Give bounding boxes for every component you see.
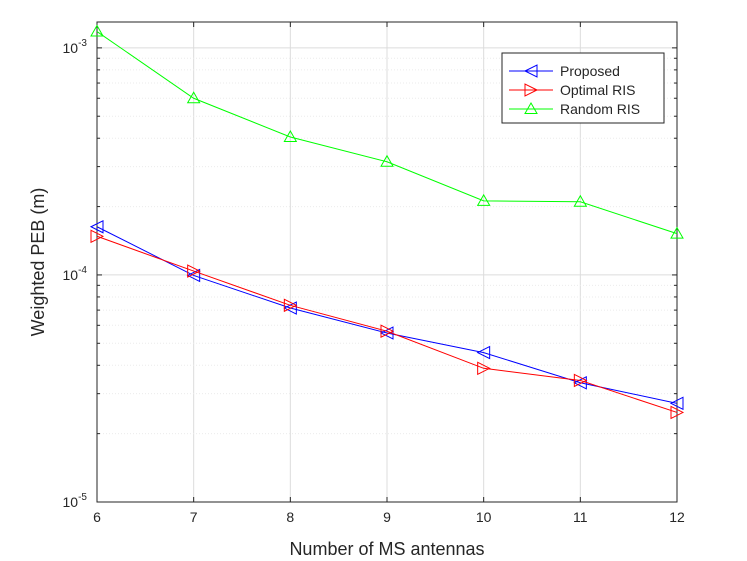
data-point-random-ris — [186, 91, 201, 104]
x-tick-label: 8 — [286, 509, 294, 525]
y-tick-exponent: -3 — [78, 38, 87, 49]
legend-label: Random RIS — [560, 101, 640, 117]
x-tick-label: 9 — [383, 509, 391, 525]
legend-box — [501, 52, 665, 124]
y-tick-label: 10-3 — [63, 38, 88, 56]
y-tick-base: 10 — [63, 494, 79, 510]
data-point-optimal-ris — [573, 373, 588, 388]
data-point-optimal-ris — [283, 298, 298, 313]
data-point-random-ris — [670, 226, 684, 239]
data-point-random-ris — [283, 129, 298, 143]
y-tick-labels: 10-510-410-3 — [63, 38, 88, 510]
series-line-optimal-ris — [96, 235, 678, 413]
data-point-proposed — [89, 219, 104, 234]
y-tick-exponent: -4 — [78, 265, 87, 276]
series-layer — [89, 24, 685, 420]
ticks — [96, 22, 678, 503]
legend-label: Proposed — [560, 63, 620, 79]
data-point-optimal-ris — [670, 405, 685, 420]
x-tick-label: 12 — [669, 509, 685, 525]
y-tick-label: 10-5 — [63, 492, 88, 510]
x-axis-label: Number of MS antennas — [289, 539, 484, 559]
legend-marker — [524, 83, 539, 97]
series-line-proposed — [96, 226, 678, 404]
data-point-random-ris — [90, 24, 104, 37]
data-point-optimal-ris — [90, 229, 105, 244]
legend-marker — [524, 101, 538, 114]
y-tick-exponent: -5 — [78, 492, 87, 503]
x-tick-labels: 6 7 8 9 10 11 12 — [93, 509, 685, 525]
legend-items: Proposed Optimal RIS Random RIS — [509, 63, 640, 117]
x-tick-label: 11 — [573, 509, 588, 525]
data-point-optimal-ris — [477, 361, 491, 376]
y-axis-label: Weighted PEB (m) — [28, 188, 48, 337]
y-tick-base: 10 — [63, 267, 79, 283]
data-point-proposed — [476, 345, 491, 360]
y-tick-label: 10-4 — [63, 265, 88, 283]
data-point-random-ris — [573, 194, 588, 207]
legend-label: Optimal RIS — [560, 82, 635, 98]
data-point-random-ris — [476, 193, 491, 206]
legend: Proposed Optimal RIS Random RIS — [501, 52, 665, 124]
y-tick-base: 10 — [63, 40, 79, 56]
data-point-optimal-ris — [380, 324, 395, 339]
series-random-ris — [90, 24, 684, 239]
legend-item-proposed: Proposed — [509, 63, 620, 79]
data-point-proposed — [669, 396, 684, 411]
series-line-random-ris — [96, 31, 678, 235]
legend-item-random-ris: Random RIS — [509, 101, 640, 117]
legend-marker — [523, 64, 538, 78]
data-point-random-ris — [380, 154, 394, 167]
x-tick-label: 10 — [476, 509, 492, 525]
x-tick-label: 7 — [190, 509, 198, 525]
legend-item-optimal-ris: Optimal RIS — [509, 82, 635, 98]
data-point-optimal-ris — [187, 264, 201, 278]
x-tick-label: 6 — [93, 509, 101, 525]
data-point-proposed — [379, 326, 394, 340]
series-optimal-ris — [90, 229, 685, 420]
data-point-proposed — [186, 268, 201, 283]
